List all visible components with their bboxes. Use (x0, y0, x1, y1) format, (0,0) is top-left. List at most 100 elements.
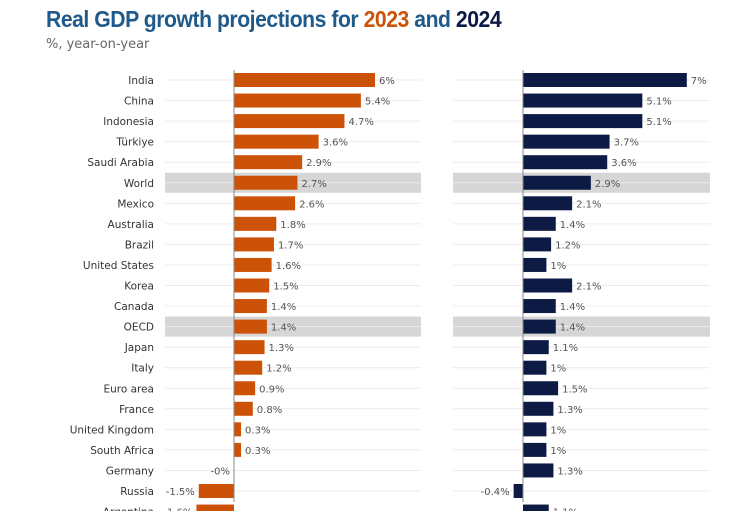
bar-2023-Brazil (234, 237, 274, 252)
bar-2023-Italy (234, 360, 263, 375)
bar-2024-Indonesia (523, 114, 643, 129)
category-label: Euro area (103, 383, 154, 395)
data-label: -1.5% (166, 487, 195, 498)
data-label: 1.4% (560, 302, 585, 313)
category-label: United Kingdom (70, 424, 154, 436)
bar-2023-India (234, 73, 375, 87)
data-label: 1% (550, 446, 566, 457)
data-label: 1.5% (273, 282, 298, 293)
bar-2023-Argentina (196, 504, 234, 511)
chart-title: Real GDP growth projections for 2023 and… (46, 6, 502, 33)
bar-2023-United States (234, 257, 272, 272)
category-label: Korea (124, 281, 154, 293)
data-label: 1.6% (276, 261, 301, 272)
bar-2023-Euro area (234, 381, 256, 396)
bar-2024-Saudi Arabia (523, 155, 608, 170)
data-label: 1.2% (555, 240, 580, 251)
bar-2024-Canada (523, 299, 556, 314)
data-label: 1.4% (271, 302, 296, 313)
bar-2024-Germany (523, 463, 554, 478)
bar-2024-Italy (523, 360, 547, 375)
data-label: 1.4% (271, 323, 296, 334)
bar-2023-Saudi Arabia (234, 155, 303, 170)
bar-2024-Korea (523, 278, 573, 293)
bar-2023-Canada (234, 299, 267, 314)
bar-2024-United States (523, 257, 547, 272)
data-label: 1.3% (269, 343, 294, 354)
category-label: Argentina (103, 507, 154, 511)
category-label: India (128, 75, 154, 87)
bar-2024-Argentina (523, 504, 549, 511)
category-label: China (124, 96, 154, 108)
data-label: 2.1% (576, 199, 601, 210)
data-label: 0.3% (245, 446, 270, 457)
bar-2023-Australia (234, 216, 277, 231)
data-label: -0% (211, 466, 230, 477)
bar-2023-France (234, 401, 253, 416)
data-label: 2.1% (576, 282, 601, 293)
data-label: 0.9% (259, 384, 284, 395)
data-label: 5.1% (646, 117, 671, 128)
bar-2023-Japan (234, 340, 265, 355)
data-label: 4.7% (348, 117, 373, 128)
category-label: Saudi Arabia (87, 157, 154, 169)
data-label: 5.1% (646, 97, 671, 108)
bar-2023-Russia (198, 484, 234, 498)
data-label: 1.7% (278, 240, 303, 251)
bar-2024-World (523, 175, 591, 190)
bar-2023-United Kingdom (234, 422, 242, 437)
data-label: 0.3% (245, 425, 270, 436)
bar-2024-Türkiye (523, 134, 610, 149)
data-label: 3.7% (614, 138, 639, 149)
data-label: 1.5% (562, 384, 587, 395)
bar-2024-France (523, 401, 554, 416)
bar-2023-Türkiye (234, 134, 319, 149)
category-label: Türkiye (115, 137, 154, 149)
category-label: France (119, 404, 154, 416)
bar-2024-Japan (523, 340, 549, 355)
category-label: Brazil (125, 239, 154, 251)
data-label: 1.1% (553, 343, 578, 354)
data-label: 2.6% (299, 199, 324, 210)
bar-2023-South Africa (234, 442, 242, 457)
data-label: 7% (691, 76, 707, 87)
data-label: -0.4% (481, 487, 510, 498)
bar-2023-Mexico (234, 196, 296, 211)
data-label: 2.7% (301, 179, 326, 190)
data-label: 1.1% (553, 508, 578, 511)
data-label: 5.4% (365, 97, 390, 108)
data-label: 1.4% (560, 220, 585, 231)
data-label: 6% (379, 76, 395, 87)
title-and: and (408, 6, 456, 32)
data-label: 3.6% (323, 138, 348, 149)
category-label: Russia (120, 486, 154, 498)
bar-2023-OECD (234, 319, 267, 334)
category-label: Indonesia (103, 116, 154, 128)
bar-2023-China (234, 93, 361, 108)
data-label: -1.6% (163, 508, 192, 511)
title-year-2024: 2024 (455, 6, 502, 32)
category-label: Australia (108, 219, 154, 231)
category-label: Japan (124, 342, 154, 354)
category-label: OECD (124, 322, 154, 334)
title-year-2023: 2023 (363, 6, 410, 32)
data-label: 2.9% (306, 158, 331, 169)
bar-2024-Mexico (523, 196, 573, 211)
bar-2023-Korea (234, 278, 270, 293)
data-label: 1% (550, 425, 566, 436)
data-label: 0.8% (257, 405, 282, 416)
bar-2024-South Africa (523, 442, 547, 457)
bar-2024-Euro area (523, 381, 559, 396)
category-label: South Africa (90, 445, 154, 457)
data-label: 1.8% (280, 220, 305, 231)
bar-2024-OECD (523, 319, 556, 334)
chart-subtitle: %, year-on-year (46, 37, 150, 52)
data-label: 1% (550, 364, 566, 375)
bar-2023-Indonesia (234, 114, 345, 129)
data-label: 1.3% (557, 466, 582, 477)
category-label: Italy (131, 363, 154, 375)
category-label: United States (83, 260, 154, 272)
data-label: 3.6% (611, 158, 636, 169)
bar-2024-India (523, 73, 687, 87)
